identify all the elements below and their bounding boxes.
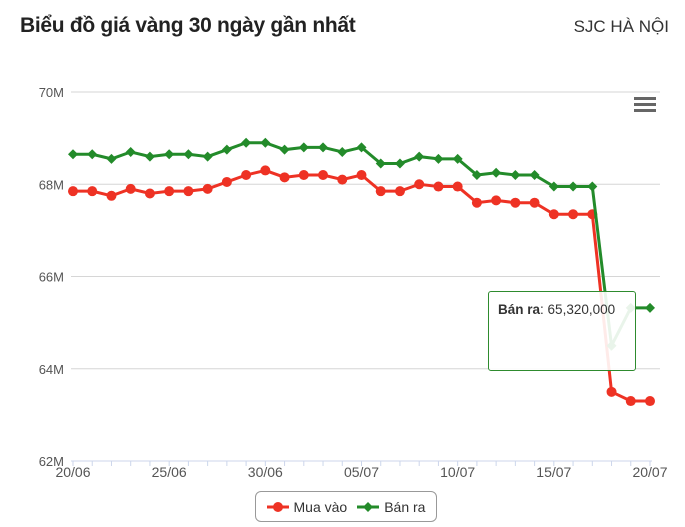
x-axis-label: 10/07	[440, 464, 475, 480]
sell-point[interactable]	[202, 151, 213, 162]
buy-point[interactable]	[125, 183, 136, 194]
buy-point[interactable]	[298, 170, 309, 181]
x-axis-label: 25/06	[152, 464, 187, 480]
sell-point[interactable]	[106, 153, 117, 164]
sell-point[interactable]	[125, 146, 136, 157]
tooltip-sep: :	[540, 302, 548, 317]
y-axis-label: 64M	[39, 362, 64, 377]
chart-legend: Mua vào Bán ra	[255, 491, 437, 522]
buy-point[interactable]	[241, 170, 252, 181]
tooltip-value: 65,320,000	[547, 302, 616, 317]
buy-point[interactable]	[375, 186, 386, 197]
tooltip-series: Bán ra	[498, 302, 541, 317]
sell-point[interactable]	[452, 153, 463, 164]
x-axis-label: 20/06	[55, 464, 90, 480]
buy-point[interactable]	[510, 197, 521, 208]
legend-sell-label: Bán ra	[384, 498, 426, 515]
hamburger-menu-icon[interactable]	[634, 97, 656, 117]
sell-point[interactable]	[87, 149, 98, 160]
buy-point[interactable]	[645, 396, 655, 407]
y-axis-label: 66M	[39, 270, 64, 285]
sell-point[interactable]	[587, 181, 598, 192]
buy-point[interactable]	[221, 176, 232, 187]
sell-point[interactable]	[510, 170, 521, 181]
y-axis-label: 62M	[39, 454, 64, 469]
sell-point[interactable]	[337, 146, 348, 157]
sell-point[interactable]	[183, 149, 194, 160]
y-axis-label: 70M	[39, 85, 64, 100]
legend-buy-label: Mua vào	[293, 498, 348, 515]
buy-point[interactable]	[491, 195, 502, 206]
x-axis-label: 05/07	[344, 464, 379, 480]
x-axis-label: 15/07	[536, 464, 571, 480]
buy-point[interactable]	[183, 186, 194, 197]
sell-point[interactable]	[491, 167, 502, 178]
sell-point[interactable]	[529, 170, 540, 181]
location-label: SJC HÀ NỘI	[573, 17, 669, 36]
buy-point[interactable]	[106, 190, 117, 201]
buy-point[interactable]	[164, 186, 175, 197]
sell-point[interactable]	[241, 137, 252, 148]
sell-point[interactable]	[375, 158, 386, 169]
sell-point[interactable]	[548, 181, 559, 192]
buy-point[interactable]	[318, 170, 329, 181]
buy-point[interactable]	[68, 186, 78, 197]
circle-marker-icon	[266, 501, 289, 512]
sell-point[interactable]	[433, 153, 444, 164]
y-axis-label: 68M	[39, 177, 64, 192]
buy-point[interactable]	[452, 181, 463, 192]
buy-point[interactable]	[529, 197, 540, 208]
buy-point[interactable]	[144, 188, 155, 199]
x-axis-label: 30/06	[248, 464, 283, 480]
x-axis-label: 20/07	[632, 464, 667, 480]
legend-item-sell[interactable]: Bán ra	[357, 499, 425, 515]
sell-point[interactable]	[471, 170, 482, 181]
tooltip: Bán ra: 65,320,000	[488, 291, 636, 371]
buy-point[interactable]	[414, 179, 425, 190]
buy-point[interactable]	[625, 396, 636, 407]
sell-point[interactable]	[144, 151, 155, 162]
sell-point[interactable]	[221, 144, 232, 155]
buy-point[interactable]	[87, 186, 98, 197]
buy-point[interactable]	[433, 181, 444, 192]
buy-point[interactable]	[279, 172, 290, 183]
sell-point[interactable]	[260, 137, 271, 148]
buy-point[interactable]	[202, 183, 213, 194]
buy-point[interactable]	[394, 186, 405, 197]
buy-point[interactable]	[606, 386, 617, 397]
sell-point[interactable]	[298, 142, 309, 153]
buy-point[interactable]	[337, 174, 348, 185]
chart-title: Biểu đồ giá vàng 30 ngày gần nhất	[20, 14, 356, 37]
sell-point[interactable]	[318, 142, 329, 153]
legend-item-buy[interactable]: Mua vào	[266, 498, 348, 515]
sell-point[interactable]	[414, 151, 425, 162]
sell-point[interactable]	[356, 142, 367, 153]
buy-point[interactable]	[568, 209, 579, 220]
sell-point[interactable]	[645, 302, 655, 313]
buy-point[interactable]	[548, 209, 559, 220]
diamond-marker-icon	[357, 501, 380, 512]
sell-point[interactable]	[164, 149, 175, 160]
sell-point[interactable]	[68, 149, 78, 160]
buy-point[interactable]	[260, 165, 271, 176]
buy-point[interactable]	[471, 197, 482, 208]
sell-point[interactable]	[279, 144, 290, 155]
sell-point[interactable]	[568, 181, 579, 192]
sell-point[interactable]	[394, 158, 405, 169]
buy-point[interactable]	[356, 170, 367, 181]
